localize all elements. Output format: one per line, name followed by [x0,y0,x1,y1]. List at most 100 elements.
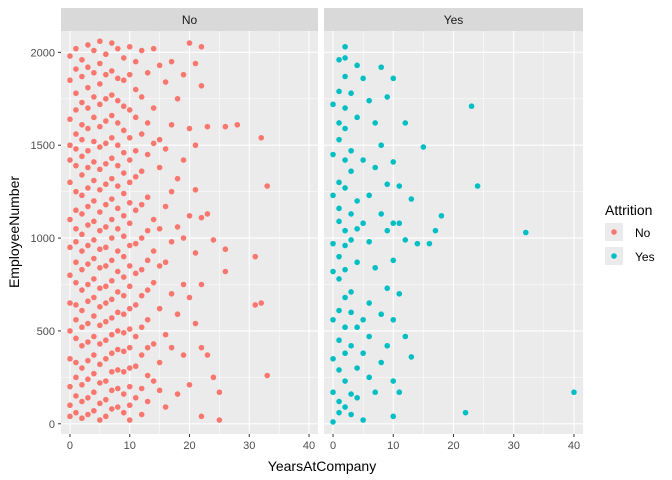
data-point-no [103,244,109,251]
data-point-yes [348,391,354,397]
data-point-yes [342,404,348,410]
data-point-no [91,69,97,76]
data-point-no [186,381,193,388]
data-point-yes [420,144,427,150]
data-point-yes [378,211,385,217]
data-point-no [91,177,97,184]
x-tick-label: 20 [183,440,195,452]
data-point-no [168,121,175,128]
data-point-no [216,417,223,423]
data-point-yes [342,324,348,331]
x-tick-label: 30 [243,440,255,452]
data-point-yes [462,409,469,416]
data-point-no [103,318,109,325]
data-point-no [85,147,91,154]
data-point-no [126,157,133,163]
data-point-no [114,385,121,392]
data-point-yes [330,419,336,425]
data-point-no [114,346,121,353]
data-point-yes [342,227,348,234]
data-point-no [204,211,211,217]
data-point-no [138,131,145,137]
data-point-no [198,281,205,288]
data-point-no [198,82,205,89]
data-point-yes [354,365,360,371]
data-point-yes [366,192,372,199]
data-point-no [91,237,97,243]
data-point-yes [348,309,354,316]
data-point-yes [390,378,397,384]
data-point-no [132,394,139,401]
data-point-no [204,123,211,130]
data-point-no [91,218,97,225]
data-point-no [168,238,175,245]
data-point-no [144,257,151,264]
data-point-no [120,253,127,260]
data-point-no [180,281,187,288]
data-point-yes [372,120,379,126]
data-point-no [114,97,121,104]
data-point-no [150,341,157,347]
data-point-no [114,162,121,169]
data-point-no [126,134,133,141]
data-point-no [120,212,127,219]
data-point-no [109,257,115,264]
data-point-no [162,203,169,210]
data-point-no [138,411,145,418]
data-point-no [109,92,115,98]
data-point-no [79,381,85,388]
legend: Attrition No Yes [605,202,655,265]
data-point-no [109,155,115,162]
data-point-yes [372,264,379,271]
data-point-no [97,380,103,386]
data-point-yes [336,367,342,373]
data-point-no [120,77,127,84]
data-point-no [174,391,181,397]
data-point-yes [408,196,415,202]
data-point-no [198,214,205,221]
data-point-yes [348,90,354,97]
x-tick-label: 20 [447,440,459,452]
data-point-no [120,409,127,416]
data-point-yes [360,350,366,357]
data-point-no [85,84,91,91]
data-point-no [79,231,85,238]
data-point-yes [348,147,354,154]
data-point-no [67,383,73,390]
data-point-yes [354,198,360,204]
data-point-no [91,159,97,165]
facet-panel-yes: Yes [324,8,583,434]
data-point-no [150,378,157,384]
data-point-no [103,51,109,58]
data-point-no [85,185,91,191]
data-point-yes [366,300,372,306]
data-point-no [126,365,133,371]
data-point-yes [366,374,372,381]
data-point-yes [360,75,366,82]
data-point-no [156,305,163,312]
data-point-yes [336,337,342,344]
data-point-yes [336,409,342,416]
data-point-no [114,205,121,212]
data-point-no [192,142,199,149]
data-point-no [138,352,145,358]
facet-strip-label-yes: Yes [444,13,464,27]
data-point-no [126,71,133,78]
data-point-no [73,259,79,266]
data-point-yes [438,212,445,219]
data-point-yes [354,225,360,232]
data-point-no [97,400,103,407]
points-yes [330,43,577,425]
data-point-no [144,398,151,405]
data-point-no [103,95,109,102]
data-point-no [73,207,79,214]
data-point-no [192,60,199,67]
data-point-yes [474,183,481,189]
data-point-yes [336,56,342,63]
data-point-no [73,188,79,195]
data-point-yes [336,253,342,260]
data-point-no [120,348,127,355]
data-point-no [144,120,151,126]
data-point-no [79,73,85,80]
data-point-no [144,372,151,379]
